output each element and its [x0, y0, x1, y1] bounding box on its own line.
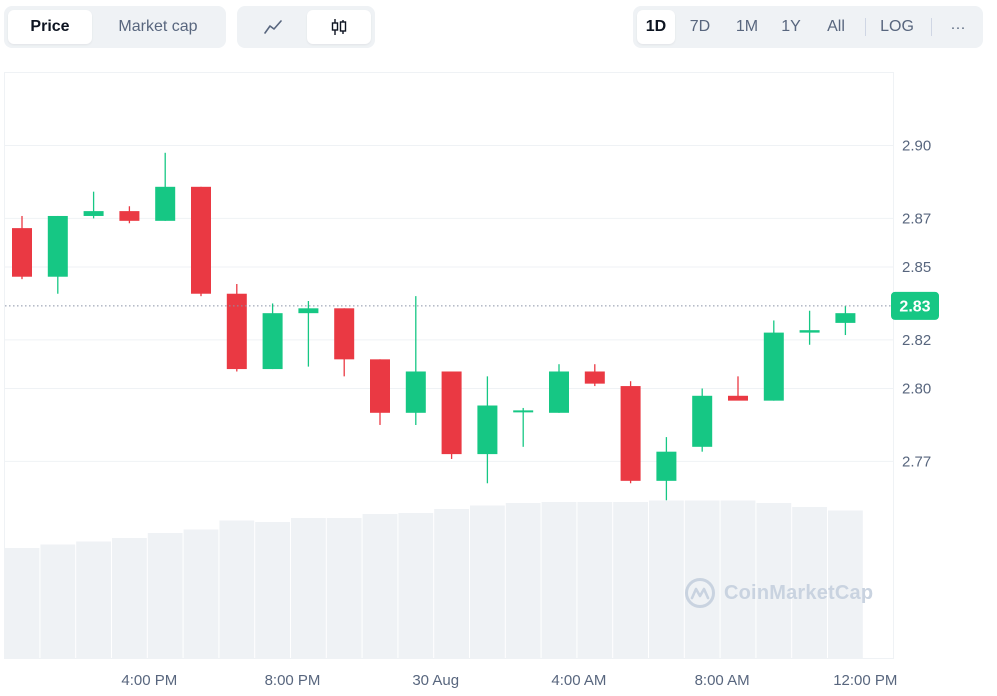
- plot-frame: [4, 72, 894, 659]
- volume-bar: [505, 503, 541, 658]
- volume-bar: [720, 500, 756, 658]
- volume-bar: [577, 502, 613, 658]
- candle-body: [835, 313, 856, 323]
- volume-bar: [4, 548, 40, 658]
- volume-bar: [613, 502, 648, 658]
- more-options-button[interactable]: ···: [950, 18, 966, 36]
- candle-body: [191, 186, 211, 294]
- x-tick-label: 8:00 AM: [695, 672, 750, 689]
- candle-body: [692, 395, 713, 447]
- volume-bar: [792, 507, 827, 658]
- volume-bar: [398, 513, 434, 658]
- range-divider: [865, 18, 866, 36]
- volume-bar: [541, 502, 577, 658]
- volume-bar: [756, 503, 792, 658]
- volume-bar: [362, 514, 398, 658]
- volume-bar: [147, 533, 183, 658]
- candle-body: [155, 186, 176, 221]
- y-tick-label: 2.77: [902, 453, 931, 470]
- volume-bar: [219, 520, 255, 658]
- volume-bar: [255, 522, 290, 658]
- x-tick-label: 8:00 PM: [265, 672, 321, 689]
- market-cap-tab[interactable]: Market cap: [118, 18, 198, 35]
- range-toggle: 1D 7D 1M 1Y All LOG ···: [633, 6, 983, 48]
- log-scale-button[interactable]: LOG: [880, 18, 914, 35]
- candle-body: [656, 451, 677, 481]
- volume-bar: [828, 510, 863, 658]
- candle-body: [334, 308, 355, 360]
- range-1d-button[interactable]: 1D: [637, 10, 675, 44]
- candle-body: [549, 371, 569, 413]
- y-tick-label: 2.80: [902, 381, 931, 398]
- candle-body: [370, 359, 390, 413]
- y-tick-label: 2.87: [902, 210, 931, 227]
- volume-bar: [649, 500, 684, 658]
- candlestick-button[interactable]: [307, 10, 371, 44]
- range-all-button[interactable]: All: [827, 18, 845, 35]
- y-tick-label: 2.85: [902, 259, 931, 276]
- candlestick-icon: [331, 19, 347, 35]
- candle-body: [620, 386, 641, 481]
- range-7d-button[interactable]: 7D: [689, 18, 711, 35]
- volume-bar: [291, 518, 326, 658]
- x-tick-label: 4:00 AM: [551, 672, 606, 689]
- chart-type-toggle: [237, 6, 375, 48]
- candle-body: [298, 308, 319, 314]
- x-tick-label: 4:00 PM: [121, 672, 177, 689]
- range-divider-2: [931, 18, 932, 36]
- volume-bar: [326, 518, 362, 658]
- coinmarketcap-logo-icon: [685, 578, 715, 608]
- candle-body: [728, 395, 748, 401]
- candle-body: [83, 211, 104, 216]
- watermark-text: CoinMarketCap: [724, 581, 874, 604]
- candle-body: [262, 313, 283, 370]
- watermark: CoinMarketCap: [684, 577, 873, 609]
- volume-bar: [76, 541, 111, 658]
- x-tick-label: 30 Aug: [412, 672, 459, 689]
- volume-bar: [183, 529, 219, 658]
- candle-body: [226, 293, 247, 370]
- y-tick-label: 2.82: [902, 332, 931, 349]
- price-tab[interactable]: Price: [8, 10, 92, 44]
- candle-body: [799, 330, 820, 333]
- volume-bar: [112, 538, 147, 658]
- range-1y-button[interactable]: 1Y: [781, 18, 801, 35]
- candle-body: [441, 371, 462, 455]
- candle-body: [47, 215, 68, 277]
- candle-body: [12, 228, 32, 277]
- current-price-label: 2.83: [899, 298, 930, 315]
- candle-body: [477, 405, 498, 455]
- x-tick-label: 12:00 PM: [833, 672, 897, 689]
- range-1m-button[interactable]: 1M: [735, 18, 759, 35]
- volume-bar: [40, 544, 76, 658]
- line-chart-icon: [264, 20, 282, 34]
- candle-body: [405, 371, 426, 413]
- candle-body: [513, 410, 534, 413]
- candle-body: [119, 211, 140, 221]
- candle-body: [584, 371, 605, 384]
- candle-body: [763, 332, 784, 401]
- y-tick-label: 2.90: [902, 138, 931, 155]
- line-chart-button[interactable]: [241, 10, 305, 44]
- volume-bar: [470, 505, 505, 658]
- metric-toggle: Price Market cap: [4, 6, 226, 48]
- volume-bar: [434, 509, 469, 658]
- current-price-badge: [891, 291, 939, 320]
